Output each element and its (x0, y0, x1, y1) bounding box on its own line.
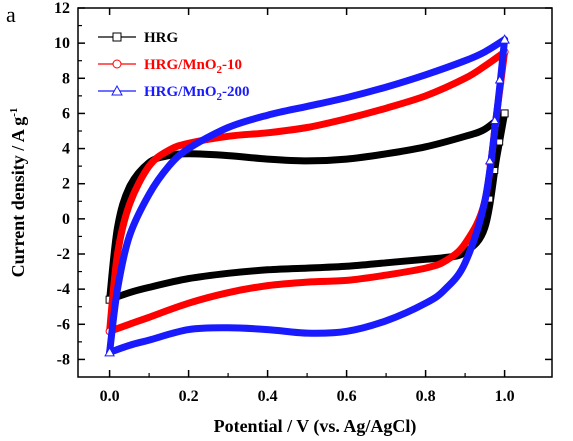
legend-marker-0 (112, 32, 122, 42)
series-0-marker-edge-0 (496, 138, 504, 146)
y-axis-label: Current density / A g-1 (8, 108, 28, 278)
axis-ticks: 0.0 0.2 0.4 0.6 0.8 1.0 -8 -6 -4 -2 0 2 4 6 8 10 12 (54, 0, 552, 405)
series-2-lower-curve (106, 36, 509, 356)
legend-marker-2 (111, 84, 123, 96)
series-2-marker-end (499, 34, 510, 44)
x-tick-label-3: 0.6 (337, 388, 357, 405)
legend-label-2: HRG/MnO2-200 (144, 84, 250, 103)
y-tick-label-1: -6 (57, 316, 70, 333)
series-0-upper-curve (106, 109, 509, 304)
y-axis-label-sup: -1 (8, 108, 20, 117)
series-2 (104, 34, 510, 357)
plot-frame (77, 7, 553, 378)
x-tick-label-2: 0.4 (258, 388, 278, 405)
y-tick-label-5: 2 (62, 176, 70, 193)
series-2-upper-curve (106, 36, 509, 356)
legend-label-1: HRG/MnO2-10 (144, 57, 242, 76)
x-tick-label-4: 0.8 (416, 388, 436, 405)
series-1-upper-curve (106, 48, 509, 335)
series-0-marker-end (500, 109, 509, 118)
series-0 (105, 109, 509, 304)
x-tick-label-0: 0.0 (100, 388, 120, 405)
legend: HRG HRG/MnO2-10 HRG/MnO2-200 (98, 30, 250, 103)
series-0-lower-curve (106, 109, 509, 304)
series-curves (104, 34, 510, 357)
x-tick-label-5: 1.0 (495, 388, 515, 405)
y-tick-label-6: 4 (62, 141, 70, 158)
y-tick-label-2: -4 (57, 281, 70, 298)
x-tick-label-1: 0.2 (179, 388, 199, 405)
series-2-marker-edge-1 (489, 115, 500, 124)
series-2-marker-edge-0 (494, 75, 505, 84)
x-axis-label: Potential / V (vs. Ag/AgCl) (214, 416, 417, 437)
legend-label-0: HRG (144, 30, 179, 46)
series-2-marker-edge-2 (484, 155, 495, 165)
y-axis-label-main: Current density / A g (8, 117, 28, 278)
y-tick-label-9: 10 (54, 35, 70, 52)
y-tick-label-0: -8 (57, 351, 70, 368)
legend-marker-1 (112, 59, 122, 69)
panel-label: a (6, 2, 16, 27)
y-tick-label-8: 8 (62, 70, 70, 87)
y-tick-label-7: 6 (62, 105, 70, 122)
y-tick-label-4: 0 (62, 211, 70, 228)
y-tick-label-3: -2 (57, 246, 70, 263)
series-2-marker-start (104, 346, 115, 357)
y-tick-label-10: 12 (54, 0, 70, 17)
